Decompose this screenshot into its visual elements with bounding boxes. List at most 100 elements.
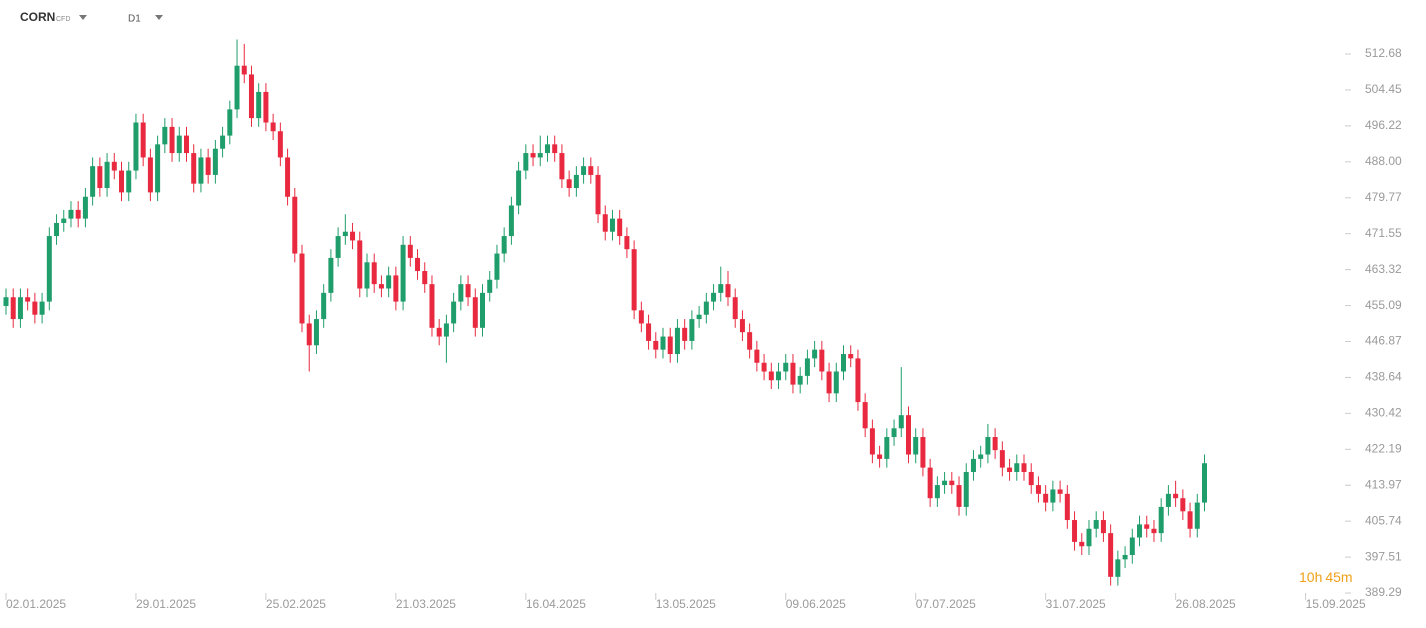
y-tick-label: 512.68 <box>1365 46 1402 60</box>
candle-body <box>407 244 413 258</box>
candle-body <box>660 336 666 350</box>
candle-body <box>631 249 637 311</box>
candle-body <box>147 157 153 193</box>
candle-body <box>1035 485 1041 494</box>
candle-body <box>306 323 312 346</box>
candle-body <box>877 454 883 459</box>
candle-body <box>183 135 189 154</box>
candle-body <box>169 126 175 154</box>
candle-body <box>458 284 464 302</box>
y-tick-label: 504.45 <box>1365 82 1402 96</box>
candle-body <box>68 209 74 219</box>
candle-body <box>739 319 745 333</box>
symbol-dropdown[interactable] <box>79 15 87 20</box>
candle-body <box>537 153 543 158</box>
candle-body <box>826 371 832 394</box>
candle-body <box>378 284 384 289</box>
candle-body <box>1057 489 1063 494</box>
candle-body <box>17 297 23 320</box>
candle-body <box>804 358 810 376</box>
candle-body <box>1079 541 1085 547</box>
x-tick-label: 21.03.2025 <box>396 597 456 611</box>
candle-body <box>703 301 709 315</box>
candle-body <box>393 275 399 302</box>
candle-body <box>588 166 594 175</box>
candle-body <box>1093 520 1099 529</box>
candle-body <box>256 91 262 119</box>
candle-body <box>1151 528 1157 534</box>
candle-body <box>451 301 457 324</box>
candle-body <box>1064 493 1070 521</box>
candle-body <box>682 327 688 341</box>
y-tick-label: 430.42 <box>1365 406 1402 420</box>
candle-body <box>1122 554 1128 560</box>
candle-body <box>480 292 486 328</box>
candle-body <box>1165 493 1171 507</box>
candle-body <box>985 437 991 455</box>
candle-body <box>812 349 818 359</box>
x-tick-label: 16.04.2025 <box>526 597 586 611</box>
candle-body <box>25 297 31 302</box>
candle-body <box>617 218 623 237</box>
candle-body <box>119 170 125 193</box>
candle-body <box>718 284 724 293</box>
countdown-minutes: 45m <box>1325 569 1352 585</box>
candle-body <box>1043 493 1049 503</box>
candle-body <box>75 209 81 219</box>
candle-body <box>544 144 550 154</box>
candle-body <box>927 467 933 499</box>
candle-body <box>263 91 269 123</box>
candle-body <box>754 349 760 363</box>
candle-body <box>227 109 233 136</box>
candle-body <box>624 236 630 250</box>
candle-body <box>54 222 60 237</box>
candle-body <box>530 153 536 158</box>
x-tick-label: 26.08.2025 <box>1176 597 1236 611</box>
candle-body <box>97 166 103 189</box>
candle-body <box>1100 520 1106 534</box>
candle-body <box>1021 463 1027 472</box>
candle-body <box>335 236 341 258</box>
x-tick-label: 15.09.2025 <box>1306 597 1366 611</box>
candle-body <box>443 323 449 337</box>
countdown-hours: 10h <box>1299 569 1322 585</box>
candle-body <box>790 362 796 385</box>
candle-body <box>992 437 998 451</box>
candle-body <box>956 485 962 507</box>
candle-body <box>82 196 88 219</box>
candle-body <box>949 480 955 486</box>
x-tick-label: 09.06.2025 <box>786 597 846 611</box>
candle-body <box>212 148 218 175</box>
candle-body <box>46 236 52 302</box>
candle-body <box>725 284 731 298</box>
candle-body <box>609 218 615 232</box>
candle-body <box>400 244 406 302</box>
candle-body <box>292 196 298 254</box>
candle-body <box>234 65 240 110</box>
candle-body <box>963 471 969 507</box>
candle-body <box>508 205 514 237</box>
candle-body <box>855 358 861 403</box>
candle-body <box>342 231 348 237</box>
candle-body <box>415 257 421 272</box>
candle-body <box>516 170 522 206</box>
candle-body <box>299 253 305 324</box>
candle-body <box>350 231 356 241</box>
timeframe-dropdown[interactable] <box>155 15 163 20</box>
candle-body <box>776 371 782 381</box>
candle-body <box>638 310 644 324</box>
candle-body <box>1014 463 1020 472</box>
candle-body <box>783 362 789 372</box>
candle-body <box>869 428 875 455</box>
candle-body <box>674 327 680 355</box>
timeframe[interactable]: D1 <box>128 14 141 25</box>
candle-body <box>176 135 182 154</box>
candle-body <box>1129 537 1135 555</box>
candle-body <box>819 349 825 372</box>
candle-body <box>905 415 911 455</box>
candle-body <box>1115 559 1121 577</box>
y-tick-label: 405.74 <box>1365 513 1402 527</box>
candle-body <box>689 319 695 341</box>
candle-body <box>364 262 370 289</box>
candle-body <box>1072 520 1078 542</box>
